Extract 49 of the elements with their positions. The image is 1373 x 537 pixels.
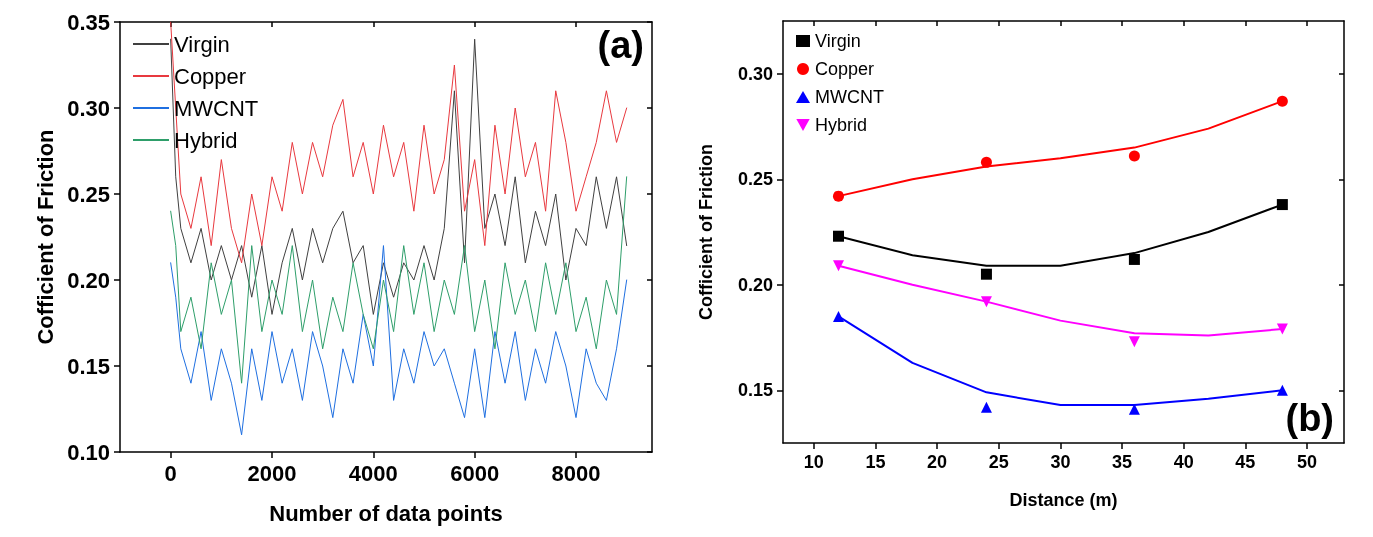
legend-label: Virgin — [815, 31, 861, 51]
x-tick-label: 35 — [1112, 452, 1133, 472]
point — [832, 260, 844, 272]
y-tick-label: 0.15 — [67, 353, 110, 379]
point — [1128, 150, 1140, 162]
point — [1128, 403, 1140, 415]
legend-label: MWCNT — [174, 95, 259, 121]
y-tick-label: 0.30 — [67, 95, 110, 121]
point — [1276, 384, 1288, 396]
x-tick-label: 40 — [1173, 452, 1194, 472]
annotation: (b) — [1285, 397, 1335, 439]
legend-label: Hybrid — [174, 127, 238, 153]
point — [980, 268, 992, 280]
y-axis-title: Cofficient of Friction — [32, 129, 58, 345]
line-series — [170, 245, 628, 436]
point — [980, 401, 992, 413]
x-axis-title: Number of data points — [269, 500, 503, 526]
x-tick-label: 8000 — [551, 460, 601, 486]
y-tick-label: 0.25 — [67, 181, 110, 207]
legend-label: Copper — [815, 59, 875, 79]
x-tick-label: 30 — [1050, 452, 1071, 472]
y-tick-label: 0.30 — [737, 63, 773, 84]
y-tick-label: 0.10 — [67, 439, 110, 465]
x-tick-label: 15 — [865, 452, 886, 472]
x-tick-label: 10 — [803, 452, 824, 472]
annotation: (a) — [597, 24, 645, 66]
legend-label: Hybrid — [815, 115, 868, 135]
point — [1276, 199, 1288, 211]
x-tick-label: 6000 — [450, 460, 500, 486]
y-tick-label: 0.15 — [737, 380, 773, 401]
legend-label: MWCNT — [815, 87, 884, 107]
x-tick-label: 0 — [164, 460, 177, 486]
point — [1128, 253, 1140, 265]
legend-label: Virgin — [174, 31, 230, 57]
x-axis-title: Distance (m) — [1009, 490, 1118, 510]
legend-label: Copper — [174, 63, 247, 89]
x-tick-label: 50 — [1297, 452, 1318, 472]
x-tick-label: 20 — [927, 452, 948, 472]
y-tick-label: 0.20 — [67, 267, 110, 293]
y-tick-label: 0.25 — [737, 169, 773, 190]
y-tick-label: 0.20 — [737, 274, 773, 295]
x-tick-label: 45 — [1235, 452, 1256, 472]
x-tick-label: 4000 — [348, 460, 398, 486]
y-tick-label: 0.35 — [67, 9, 110, 35]
x-tick-label: 25 — [988, 452, 1009, 472]
point — [1128, 336, 1140, 348]
line-series — [170, 176, 628, 384]
y-axis-title: Cofficient of Friction — [696, 144, 716, 320]
x-tick-label: 2000 — [247, 460, 297, 486]
